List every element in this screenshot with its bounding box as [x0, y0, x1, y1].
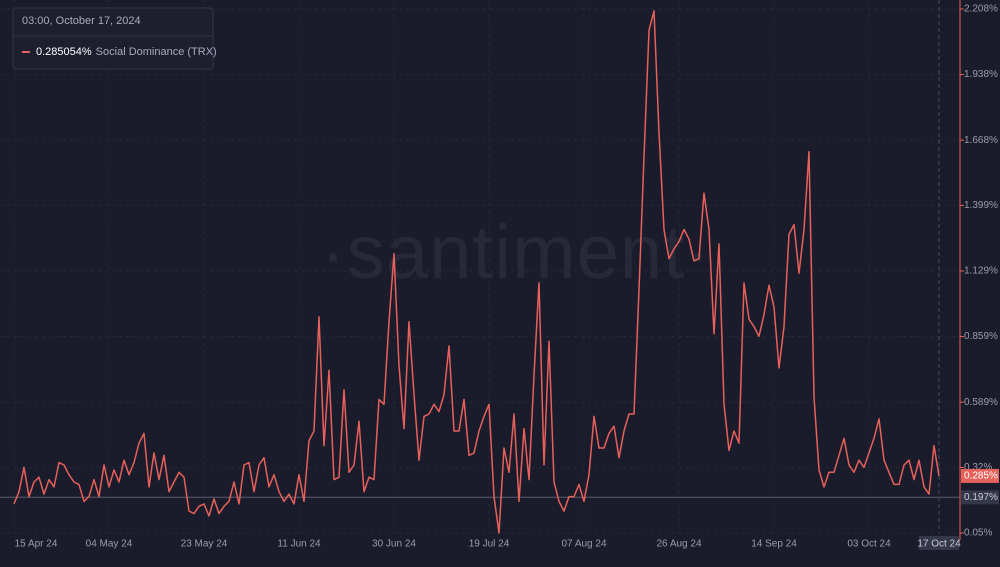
y-tick-label: 2.208%: [964, 4, 998, 15]
tooltip-series: Social Dominance (TRX): [96, 46, 217, 58]
x-tick-label: 23 May 24: [181, 539, 228, 550]
y-tick-label: 1.129%: [964, 266, 998, 277]
x-tick-label: 30 Jun 24: [372, 539, 416, 550]
y-tick-label: 0.859%: [964, 331, 998, 342]
reference-label-bg: [961, 490, 999, 505]
tooltip-date: 03:00, October 17, 2024: [22, 15, 141, 27]
last-value-label: 0.285%: [964, 471, 998, 482]
x-tick-label: 26 Aug 24: [656, 539, 701, 550]
x-tick-label: 11 Jun 24: [277, 539, 321, 550]
x-tick-label: 03 Oct 24: [847, 539, 891, 550]
x-tick-label: 04 May 24: [86, 539, 133, 550]
x-tick-label: 14 Sep 24: [751, 539, 797, 550]
reference-label: 0.197%: [964, 492, 998, 503]
plot: [0, 0, 960, 534]
watermark: ·santiment·: [320, 210, 711, 295]
y-tick-label: 1.399%: [964, 200, 998, 211]
tooltip-value: 0.285054%: [36, 46, 92, 58]
y-tick-label: 0.05%: [964, 528, 992, 539]
last-value-label-bg: [961, 468, 999, 483]
cursor-x-label: 17 Oct 24: [917, 539, 961, 550]
y-tick-label: 1.668%: [964, 135, 998, 146]
x-tick-label: 15 Apr 24: [15, 539, 58, 550]
y-tick-label: 1.938%: [964, 69, 998, 80]
cursor-x-label-bg: [919, 536, 959, 550]
x-tick-label: 07 Aug 24: [561, 539, 606, 550]
x-tick-label: 19 Jul 24: [469, 539, 510, 550]
tooltip: 03:00, October 17, 2024 0.285054% Social …: [12, 7, 217, 70]
tooltip-box: [12, 7, 214, 70]
axes: 0.05% 0.32% 0.589% 0.859% 1.129% 1.399% 1.668%…: [15, 0, 999, 550]
y-tick-label: 0.589%: [964, 397, 998, 408]
data-line: [13, 10, 940, 534]
y-tick-label: 0.32%: [964, 462, 992, 473]
tooltip-entry: 0.285054% Social Dominance (TRX): [36, 46, 217, 58]
